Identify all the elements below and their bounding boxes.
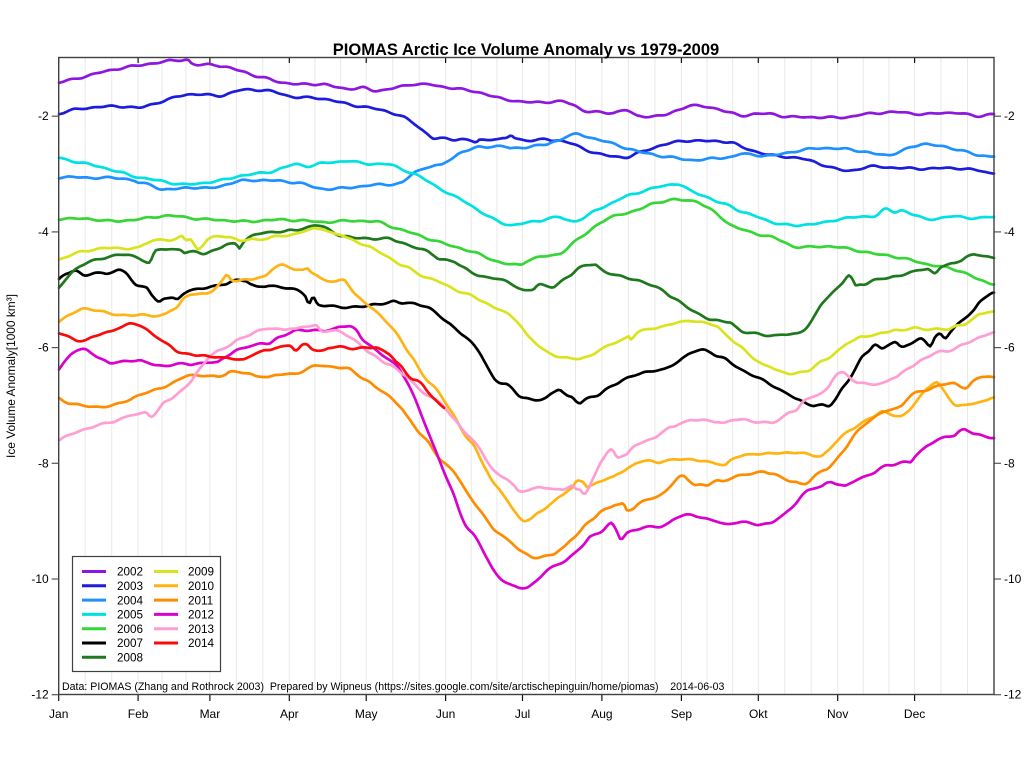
svg-text:Jun: Jun	[436, 707, 455, 721]
svg-text:Jul: Jul	[515, 707, 530, 721]
svg-text:Data: PIOMAS (Zhang and Rothro: Data: PIOMAS (Zhang and Rothrock 2003) P…	[62, 681, 725, 693]
svg-text:-2: -2	[1004, 109, 1015, 123]
svg-text:-10: -10	[31, 572, 49, 586]
svg-text:-12: -12	[31, 688, 49, 702]
svg-text:2005: 2005	[117, 609, 144, 622]
svg-text:2008: 2008	[117, 652, 143, 665]
svg-text:2014: 2014	[188, 637, 215, 650]
svg-text:Dec: Dec	[904, 707, 925, 721]
svg-text:Aug: Aug	[591, 707, 612, 721]
svg-text:-2: -2	[38, 109, 49, 123]
svg-text:Jan: Jan	[49, 707, 68, 721]
svg-text:2013: 2013	[188, 623, 214, 636]
svg-text:-10: -10	[1004, 572, 1022, 586]
svg-text:Ice Volume Anomaly[1000 km³]: Ice Volume Anomaly[1000 km³]	[4, 294, 18, 458]
svg-text:2007: 2007	[117, 637, 143, 650]
svg-text:-4: -4	[38, 225, 49, 239]
svg-text:-8: -8	[1004, 456, 1015, 470]
svg-text:-4: -4	[1004, 225, 1015, 239]
svg-text:Mar: Mar	[200, 707, 221, 721]
svg-text:2011: 2011	[188, 594, 213, 607]
svg-text:-6: -6	[1004, 341, 1015, 355]
svg-text:May: May	[355, 707, 378, 721]
svg-text:PIOMAS Arctic Ice Volume Anoma: PIOMAS Arctic Ice Volume Anomaly vs 1979…	[333, 41, 719, 59]
svg-text:Nov: Nov	[827, 707, 848, 721]
svg-text:-12: -12	[1004, 688, 1022, 702]
svg-text:2009: 2009	[188, 566, 214, 579]
svg-text:2012: 2012	[188, 609, 214, 622]
svg-text:Sep: Sep	[671, 707, 693, 721]
svg-text:-6: -6	[38, 341, 49, 355]
svg-text:Apr: Apr	[280, 707, 299, 721]
svg-text:2003: 2003	[117, 580, 143, 593]
svg-text:Feb: Feb	[128, 707, 149, 721]
svg-text:2010: 2010	[188, 580, 215, 593]
svg-text:-8: -8	[38, 456, 49, 470]
svg-text:2006: 2006	[117, 623, 143, 636]
svg-text:2002: 2002	[117, 566, 143, 579]
svg-text:2004: 2004	[117, 594, 144, 607]
svg-text:Okt: Okt	[749, 707, 768, 721]
